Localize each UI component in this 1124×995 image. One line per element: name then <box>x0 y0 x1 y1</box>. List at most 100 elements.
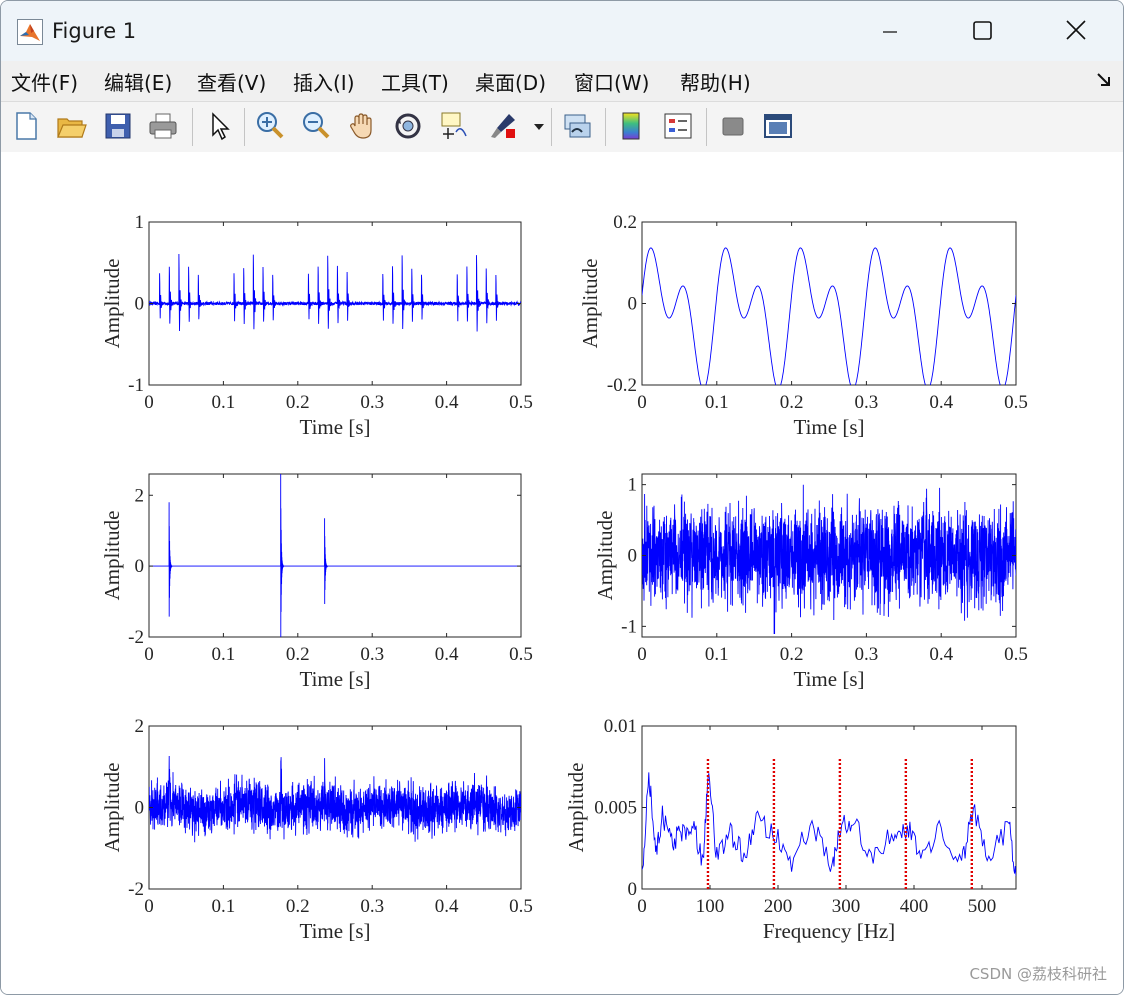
figure-canvas[interactable]: 0 0.1 0.2 0.3 0.4 0.5 1 0 -1 Time [s] Amplitude 0 0.… <box>1 152 1123 994</box>
toolbar-separator <box>244 108 245 146</box>
toolbar-separator <box>706 108 707 146</box>
x-tick-label: 300 <box>832 896 861 917</box>
x-tick-label: 0 <box>637 392 647 413</box>
watermark-text: CSDN @荔枝科研社 <box>969 965 1107 983</box>
x-axis-label: Time [s] <box>300 415 371 439</box>
y-tick-label: 0 <box>135 798 145 819</box>
menu-view[interactable]: 查看(V) <box>197 71 267 95</box>
y-tick-label: -0.2 <box>607 375 637 396</box>
menu-help[interactable]: 帮助(H) <box>680 71 751 95</box>
plot-area <box>149 474 521 637</box>
legend-icon[interactable] <box>662 110 694 142</box>
menu-file[interactable]: 文件(F) <box>11 71 79 95</box>
link-plot-icon[interactable] <box>561 110 593 142</box>
x-tick-label: 0.1 <box>705 392 729 413</box>
series-line <box>642 484 1016 634</box>
print-icon[interactable] <box>147 110 179 142</box>
zoom-out-icon[interactable] <box>300 110 332 142</box>
x-tick-label: 100 <box>696 896 725 917</box>
pan-hand-icon[interactable] <box>346 110 378 142</box>
x-tick-label: 0.3 <box>360 644 384 665</box>
axes-box <box>641 221 1017 386</box>
menu-desktop[interactable]: 桌面(D) <box>475 71 547 95</box>
menu-tools[interactable]: 工具(T) <box>381 71 449 95</box>
x-tick-label: 0.3 <box>855 644 879 665</box>
x-tick-label: 0.3 <box>360 896 384 917</box>
colorbar-icon[interactable] <box>615 110 647 142</box>
minimize-button[interactable] <box>867 13 913 49</box>
toolbar-separator <box>192 108 193 146</box>
x-tick-label: 0.5 <box>509 644 533 665</box>
y-tick-label: 0 <box>628 294 638 315</box>
x-tick-label: 0.4 <box>435 896 459 917</box>
x-tick-label: 0.5 <box>1004 644 1028 665</box>
title-bar[interactable]: Figure 1 <box>1 1 1123 61</box>
x-tick-label: 0.4 <box>929 392 953 413</box>
y-tick-label: 0 <box>135 294 145 315</box>
brush-dropdown-icon[interactable] <box>532 110 546 142</box>
data-cursor-icon[interactable] <box>438 110 470 142</box>
x-tick-label: 0.2 <box>286 644 310 665</box>
plot-area <box>642 484 1016 634</box>
menu-bar: 文件(F) 编辑(E) 查看(V) 插入(I) 工具(T) 桌面(D) 窗口(W… <box>1 61 1123 101</box>
rotate-3d-icon[interactable] <box>392 110 424 142</box>
menu-window[interactable]: 窗口(W) <box>574 71 650 95</box>
menu-insert[interactable]: 插入(I) <box>293 71 355 95</box>
x-axis-label: Frequency [Hz] <box>763 919 895 943</box>
y-axis-label: Amplitude <box>100 259 124 349</box>
x-tick-label: 500 <box>968 896 997 917</box>
brush-icon[interactable] <box>487 110 519 142</box>
toolbar <box>1 101 1123 153</box>
x-tick-label: 0.3 <box>855 392 879 413</box>
y-tick-label: 0.2 <box>613 212 637 233</box>
show-plot-tools-icon[interactable] <box>762 110 794 142</box>
open-file-icon[interactable] <box>55 110 87 142</box>
pointer-icon[interactable] <box>204 110 236 142</box>
y-tick-label: 1 <box>135 212 145 233</box>
y-tick-label: 2 <box>135 716 145 737</box>
save-icon[interactable] <box>102 110 134 142</box>
y-axis-label: Amplitude <box>100 511 124 601</box>
hide-plot-tools-icon[interactable] <box>717 110 749 142</box>
toolbar-separator <box>605 108 606 146</box>
plot-area <box>149 253 521 332</box>
y-tick-label: 0 <box>628 546 638 567</box>
x-tick-label: 0.5 <box>1004 392 1028 413</box>
x-axis-label: Time [s] <box>794 415 865 439</box>
spectrum-line <box>642 772 1016 877</box>
y-axis-label: Amplitude <box>578 259 602 349</box>
new-figure-icon[interactable] <box>10 110 42 142</box>
axes-box <box>641 725 1017 890</box>
maximize-button[interactable] <box>959 13 1005 49</box>
x-tick-label: 0 <box>144 392 154 413</box>
x-axis-label: Time [s] <box>794 667 865 691</box>
window-title: Figure 1 <box>52 19 137 43</box>
zoom-in-icon[interactable] <box>254 110 286 142</box>
menu-edit[interactable]: 编辑(E) <box>104 71 173 95</box>
dock-arrow-icon[interactable] <box>1095 71 1113 89</box>
x-tick-label: 0.3 <box>360 392 384 413</box>
series-line <box>642 247 1016 385</box>
y-tick-label: 0 <box>135 556 145 577</box>
maximize-icon <box>973 21 992 40</box>
y-axis-label: Amplitude <box>564 763 588 853</box>
x-tick-label: 0.4 <box>435 392 459 413</box>
x-tick-label: 0.1 <box>212 644 236 665</box>
x-tick-label: 200 <box>764 896 793 917</box>
axes-box <box>148 473 522 638</box>
x-tick-label: 0.5 <box>509 392 533 413</box>
plot-area <box>642 758 1016 889</box>
y-tick-label: -2 <box>128 627 144 648</box>
subplot-6: 0 100 200 300 400 500 0.01 0.005 0 Frequency [Hz]… <box>564 716 1017 943</box>
subplots-canvas: 0 0.1 0.2 0.3 0.4 0.5 1 0 -1 Time [s] Amplitude 0 0.… <box>100 212 1028 943</box>
x-tick-label: 0.2 <box>780 644 804 665</box>
y-tick-label: -1 <box>621 616 637 637</box>
close-button[interactable] <box>1053 13 1099 49</box>
matlab-logo-icon <box>17 19 43 45</box>
